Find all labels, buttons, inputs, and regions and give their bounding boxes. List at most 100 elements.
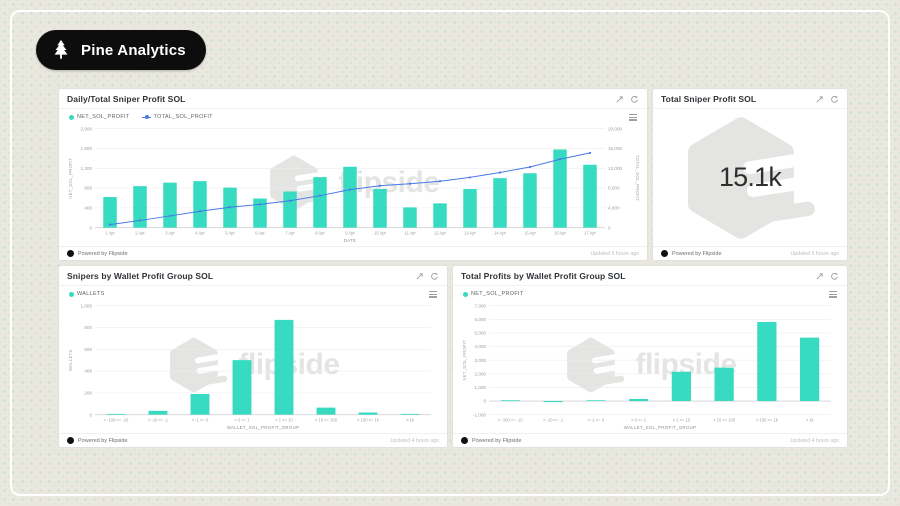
menu-icon[interactable] xyxy=(429,291,437,298)
brand-badge[interactable]: Pine Analytics xyxy=(36,30,206,70)
snipers-by-group-chart[interactable]: 0 200 400 600 800 1,000 WALLETS > -100 <= -10 > … xyxy=(65,298,441,433)
updated-timestamp: Updated 4 hours ago xyxy=(390,437,439,444)
svg-text:0: 0 xyxy=(89,225,92,230)
expand-icon[interactable] xyxy=(815,95,824,104)
profits-by-group-chart[interactable]: -1,000 0 1,000 2,000 3,000 4,000 5,000 6,000 7,0… xyxy=(459,298,841,433)
svg-text:1,200: 1,200 xyxy=(81,166,93,171)
legend-dot-icon xyxy=(69,114,74,120)
updated-timestamp: Updated 6 hours ago xyxy=(590,250,639,257)
svg-text:6,000: 6,000 xyxy=(475,317,487,322)
legend-dot-icon xyxy=(463,291,468,297)
legend-item-net-sol-profit[interactable]: NET_SOL_PROFIT xyxy=(463,291,524,297)
header-icons xyxy=(415,272,439,281)
flipside-logo-icon xyxy=(688,116,821,239)
legend-line-icon xyxy=(141,115,151,119)
panel-title: Total Profits by Wallet Profit Group SOL xyxy=(461,271,626,281)
svg-text:> 1 <= 10: > 1 <= 10 xyxy=(275,417,293,422)
refresh-icon[interactable] xyxy=(830,95,839,104)
svg-text:12 Apr: 12 Apr xyxy=(434,230,446,235)
svg-text:1,000: 1,000 xyxy=(81,303,93,308)
svg-text:> -100 <= -10: > -100 <= -10 xyxy=(104,417,129,422)
panel-daily-total-sniper-profit: Daily/Total Sniper Profit SOL NET_SOL_PR… xyxy=(58,88,648,261)
svg-text:2,000: 2,000 xyxy=(475,371,487,376)
svg-text:400: 400 xyxy=(84,368,92,373)
flipside-dot-icon xyxy=(661,250,668,257)
legend-item-total-sol-profit[interactable]: TOTAL_SOL_PROFIT xyxy=(141,114,213,121)
svg-text:NET_SOL_PROFIT: NET_SOL_PROFIT xyxy=(462,339,467,380)
panel-header: Total Profits by Wallet Profit Group SOL xyxy=(453,266,847,286)
flipside-dot-icon xyxy=(67,437,74,444)
powered-label: Powered by Flipside xyxy=(672,250,722,257)
svg-text:10 Apr: 10 Apr xyxy=(374,230,386,235)
powered-label: Powered by Flipside xyxy=(78,437,128,444)
legend-label: TOTAL_SOL_PROFIT xyxy=(153,114,213,121)
legend-item-wallets[interactable]: WALLETS xyxy=(69,291,105,297)
flipside-dot-icon xyxy=(67,250,74,257)
svg-text:> 10 <= 100: > 10 <= 100 xyxy=(315,417,338,422)
powered-by-flipside[interactable]: Powered by Flipside xyxy=(461,437,522,444)
svg-text:0: 0 xyxy=(483,398,486,403)
powered-by-flipside[interactable]: Powered by Flipside xyxy=(67,250,128,257)
svg-text:5 Apr: 5 Apr xyxy=(225,230,235,235)
svg-text:400: 400 xyxy=(84,205,92,210)
svg-text:2 Apr: 2 Apr xyxy=(135,230,145,235)
menu-icon[interactable] xyxy=(829,291,837,298)
svg-text:20,000: 20,000 xyxy=(608,126,622,131)
total-sniper-profit-value: 15.1k xyxy=(718,162,782,192)
powered-by-flipside[interactable]: Powered by Flipside xyxy=(67,437,128,444)
svg-text:200: 200 xyxy=(84,390,92,395)
legend-label: NET_SOL_PROFIT xyxy=(471,291,524,298)
legend-item-net-sol-profit[interactable]: NET_SOL_PROFIT xyxy=(69,114,130,120)
svg-text:0: 0 xyxy=(608,225,611,230)
svg-text:WALLET_SOL_PROFIT_GROUP: WALLET_SOL_PROFIT_GROUP xyxy=(624,425,697,430)
refresh-icon[interactable] xyxy=(430,272,439,281)
svg-text:15 Apr: 15 Apr xyxy=(524,230,536,235)
powered-by-flipside[interactable]: Powered by Flipside xyxy=(661,250,722,257)
daily-total-chart[interactable]: 0 400 800 1,200 1,600 2,000 NET_SOL_PROFIT 0 4,0… xyxy=(65,121,641,246)
updated-timestamp: Updated 6 hours ago xyxy=(790,250,839,257)
svg-text:> -10 <= -1: > -10 <= -1 xyxy=(543,417,564,422)
svg-text:> 0 <= 1: > 0 <= 1 xyxy=(631,417,647,422)
svg-text:> 1k: > 1k xyxy=(406,417,415,422)
svg-text:4,000: 4,000 xyxy=(475,344,487,349)
legend-dot-icon xyxy=(69,291,74,297)
header-icons xyxy=(815,95,839,104)
menu-icon[interactable] xyxy=(629,114,637,121)
svg-text:16 Apr: 16 Apr xyxy=(554,230,566,235)
svg-text:1,600: 1,600 xyxy=(81,146,93,151)
refresh-icon[interactable] xyxy=(830,272,839,281)
svg-text:3,000: 3,000 xyxy=(475,357,487,362)
svg-text:13 Apr: 13 Apr xyxy=(464,230,476,235)
header-icons xyxy=(615,95,639,104)
chart-area: flipside 0 400 800 1,200 1,600 2,000 NET_SOL_P… xyxy=(59,121,647,246)
svg-text:2,000: 2,000 xyxy=(81,126,93,131)
chart-legend: NET_SOL_PROFIT xyxy=(453,286,847,298)
legend-label: NET_SOL_PROFIT xyxy=(77,114,130,121)
svg-text:> 1 <= 10: > 1 <= 10 xyxy=(673,417,691,422)
chart-area: flipside -1,000 0 1,000 2,000 3,000 4,000 5,00… xyxy=(453,298,847,433)
powered-label: Powered by Flipside xyxy=(472,437,522,444)
svg-text:DATE: DATE xyxy=(344,238,357,243)
svg-text:800: 800 xyxy=(84,325,92,330)
panel-total-profits-by-wallet-group: Total Profits by Wallet Profit Group SOL… xyxy=(452,265,848,448)
flipside-logo-icon xyxy=(567,337,628,393)
brand-name: Pine Analytics xyxy=(81,41,186,59)
svg-text:0: 0 xyxy=(89,412,92,417)
flipside-logo-icon xyxy=(170,337,231,393)
panel-footer: Powered by Flipside Updated 4 hours ago xyxy=(59,433,447,447)
refresh-icon[interactable] xyxy=(630,95,639,104)
svg-text:> 10 <= 100: > 10 <= 100 xyxy=(713,417,736,422)
svg-text:8,000: 8,000 xyxy=(608,185,620,190)
pine-tree-icon xyxy=(54,39,68,59)
expand-icon[interactable] xyxy=(415,272,424,281)
svg-text:WALLETS: WALLETS xyxy=(68,349,73,371)
powered-label: Powered by Flipside xyxy=(78,250,128,257)
svg-text:6 Apr: 6 Apr xyxy=(255,230,265,235)
expand-icon[interactable] xyxy=(615,95,624,104)
svg-text:16,000: 16,000 xyxy=(608,146,622,151)
svg-text:5,000: 5,000 xyxy=(475,330,487,335)
panel-snipers-by-wallet-group: Snipers by Wallet Profit Group SOL WALLE… xyxy=(58,265,448,448)
svg-text:3 Apr: 3 Apr xyxy=(165,230,175,235)
expand-icon[interactable] xyxy=(815,272,824,281)
